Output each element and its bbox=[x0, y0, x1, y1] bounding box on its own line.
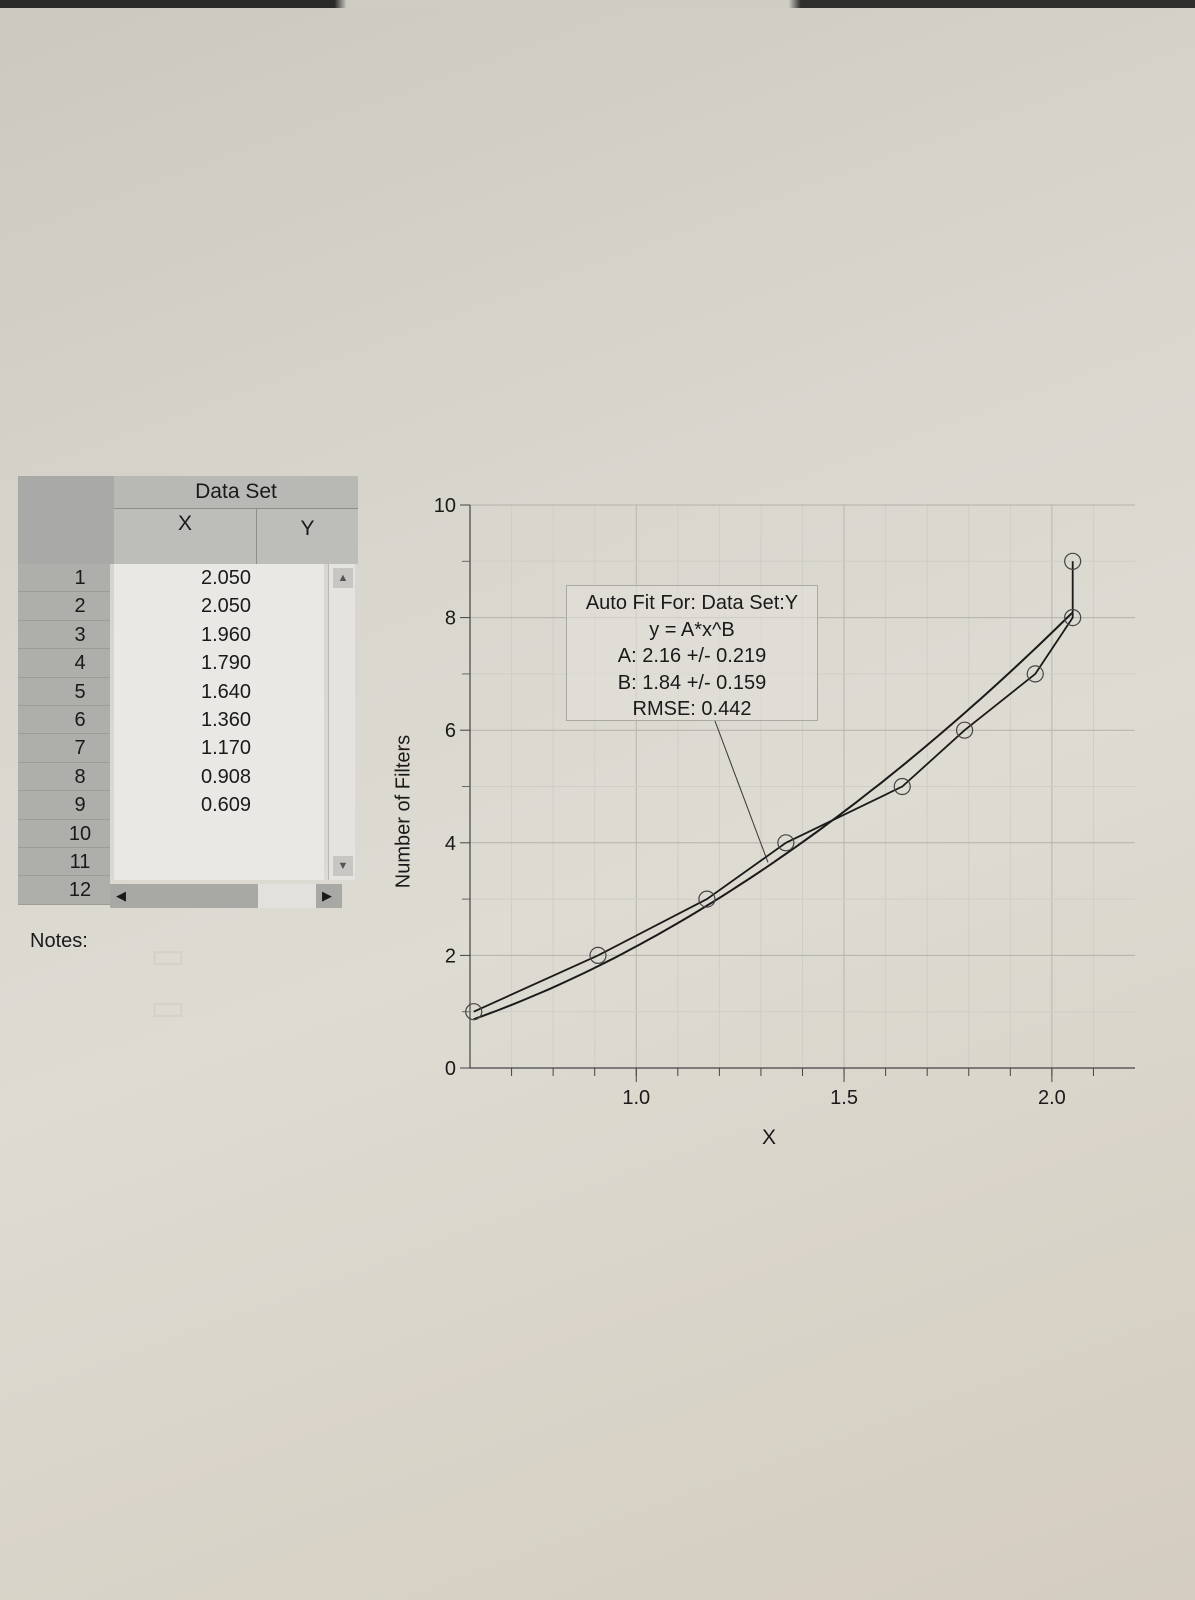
data-point bbox=[777, 834, 795, 852]
vertical-scrollbar[interactable]: ▲ ▼ bbox=[328, 564, 355, 880]
row-number[interactable]: 12 bbox=[18, 876, 110, 905]
data-point bbox=[1064, 552, 1082, 570]
x-cell[interactable]: 1.790 bbox=[200, 652, 252, 675]
x-cell[interactable]: 2.050 bbox=[200, 595, 252, 618]
data-point bbox=[1026, 665, 1044, 683]
data-line bbox=[473, 561, 1074, 1013]
x-tick-label: 1.5 bbox=[830, 1087, 858, 1109]
x-cells[interactable]: 2.050 2.050 1.960 1.790 1.640 1.360 1.170 0.908… bbox=[114, 564, 324, 880]
auto-fit-box: Auto Fit For: Data Set:Y y = A*x^B A: 2.… bbox=[566, 585, 818, 721]
x-cell[interactable]: 2.050 bbox=[200, 567, 252, 589]
scroll-thumb[interactable] bbox=[258, 884, 316, 908]
horizontal-scrollbar[interactable]: ◀ ▶ bbox=[110, 884, 342, 908]
scroll-right-icon[interactable]: ▶ bbox=[322, 888, 332, 903]
y-tick-label: 8 bbox=[445, 608, 456, 630]
y-tick-label: 2 bbox=[445, 945, 456, 967]
row-number[interactable]: 3 bbox=[18, 620, 110, 650]
data-point bbox=[893, 777, 911, 796]
x-cell[interactable]: 1.360 bbox=[200, 708, 252, 731]
fit-rmse: RMSE: 0.442 bbox=[632, 698, 752, 720]
data-point bbox=[465, 1003, 483, 1021]
row-number[interactable]: 5 bbox=[18, 677, 110, 706]
row-number[interactable]: 10 bbox=[18, 819, 110, 848]
y-axis-label: Number of Filters bbox=[392, 734, 415, 889]
row-number[interactable]: 8 bbox=[18, 762, 110, 792]
top-edge bbox=[0, 0, 1195, 8]
x-tick-label: 2.0 bbox=[1038, 1087, 1066, 1109]
y-tick-label: 4 bbox=[445, 833, 456, 855]
row-number[interactable]: 2 bbox=[18, 592, 110, 621]
data-point bbox=[589, 946, 607, 965]
data-point bbox=[955, 721, 974, 739]
fit-title: Auto Fit For: Data Set:Y bbox=[585, 592, 799, 614]
row-number[interactable]: 7 bbox=[18, 734, 110, 763]
row-number[interactable]: 9 bbox=[18, 791, 110, 820]
row-numbers: 1 2 3 4 5 6 7 8 9 10 11 12 bbox=[18, 564, 110, 905]
x-tick-label: 1.0 bbox=[622, 1087, 650, 1109]
x-cell[interactable]: 1.960 bbox=[200, 623, 252, 646]
faint-background-marks: ▭ ▭ bbox=[150, 935, 186, 1029]
table-title: Data Set bbox=[114, 476, 358, 509]
fit-curve bbox=[473, 612, 1073, 1021]
x-cell[interactable]: 1.170 bbox=[200, 737, 252, 760]
data-point bbox=[1064, 608, 1082, 627]
data-point bbox=[698, 890, 716, 908]
x-cell[interactable]: 1.640 bbox=[200, 680, 252, 703]
scroll-left-icon[interactable]: ◀ bbox=[116, 888, 126, 903]
notes-label: Notes: bbox=[30, 930, 88, 952]
row-number[interactable]: 11 bbox=[18, 847, 110, 877]
row-number[interactable]: 6 bbox=[18, 705, 110, 735]
row-number[interactable]: 1 bbox=[18, 564, 110, 593]
y-tick-label: 10 bbox=[434, 495, 456, 517]
y-tick-label: 6 bbox=[445, 720, 456, 742]
fit-box-leader-line bbox=[714, 720, 769, 863]
fit-equation: y = A*x^B bbox=[649, 618, 735, 641]
scroll-down-icon[interactable]: ▼ bbox=[333, 856, 353, 876]
table-corner bbox=[18, 476, 114, 564]
fit-param-b: B: 1.84 +/- 0.159 bbox=[617, 671, 767, 694]
column-header-x[interactable]: X bbox=[114, 509, 257, 564]
x-cell[interactable]: 0.908 bbox=[200, 765, 252, 788]
row-number[interactable]: 4 bbox=[18, 649, 110, 678]
column-header-y[interactable]: Y bbox=[257, 509, 358, 564]
scroll-up-icon[interactable]: ▲ bbox=[333, 568, 353, 588]
fit-param-a: A: 2.16 +/- 0.219 bbox=[617, 645, 767, 667]
x-cell[interactable]: 0.609 bbox=[200, 794, 252, 817]
data-table: Data Set X Y 1 2 3 4 5 6 7 8 9 10 11 12 2.050 2.050 1… bbox=[18, 476, 358, 910]
x-axis-label: X bbox=[762, 1126, 777, 1149]
y-tick-label: 0 bbox=[445, 1058, 456, 1080]
